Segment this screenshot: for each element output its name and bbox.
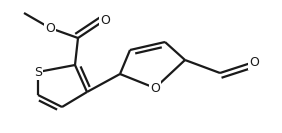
Text: S: S xyxy=(34,65,42,78)
Text: O: O xyxy=(150,82,160,95)
Text: O: O xyxy=(100,14,110,26)
Text: O: O xyxy=(45,22,55,34)
Text: O: O xyxy=(249,55,259,68)
